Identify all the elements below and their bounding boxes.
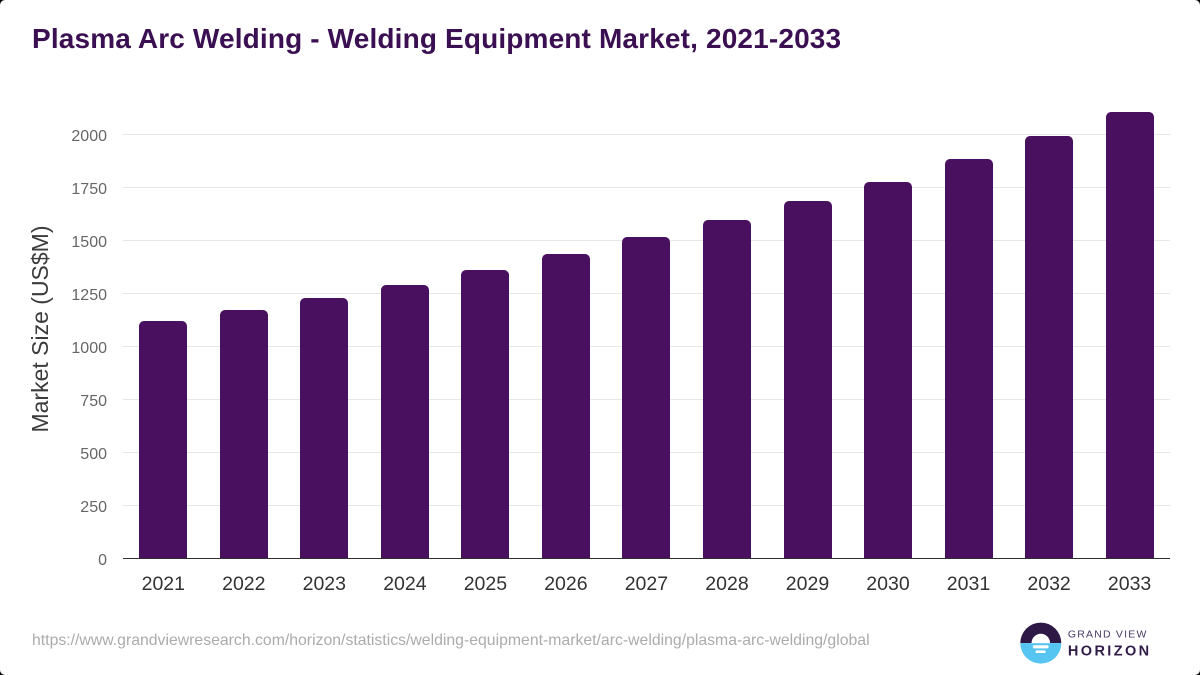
svg-text:GRAND VIEW: GRAND VIEW	[1068, 629, 1148, 641]
svg-text:HORIZON: HORIZON	[1068, 644, 1152, 660]
